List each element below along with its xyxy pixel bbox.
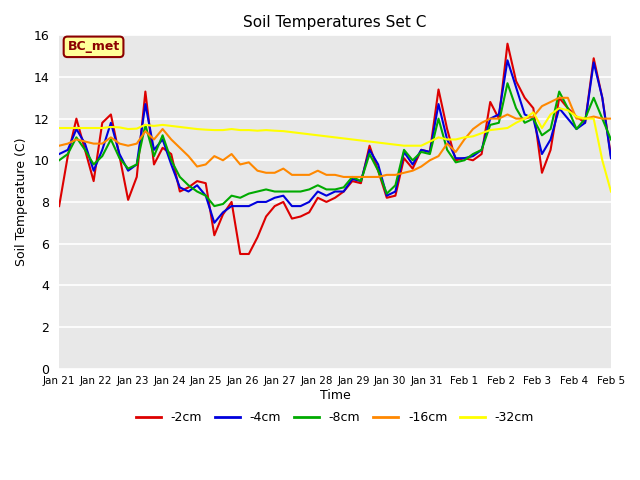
- Text: BC_met: BC_met: [67, 40, 120, 53]
- Legend: -2cm, -4cm, -8cm, -16cm, -32cm: -2cm, -4cm, -8cm, -16cm, -32cm: [131, 406, 540, 429]
- X-axis label: Time: Time: [319, 389, 351, 402]
- Title: Soil Temperatures Set C: Soil Temperatures Set C: [243, 15, 427, 30]
- Y-axis label: Soil Temperature (C): Soil Temperature (C): [15, 138, 28, 266]
